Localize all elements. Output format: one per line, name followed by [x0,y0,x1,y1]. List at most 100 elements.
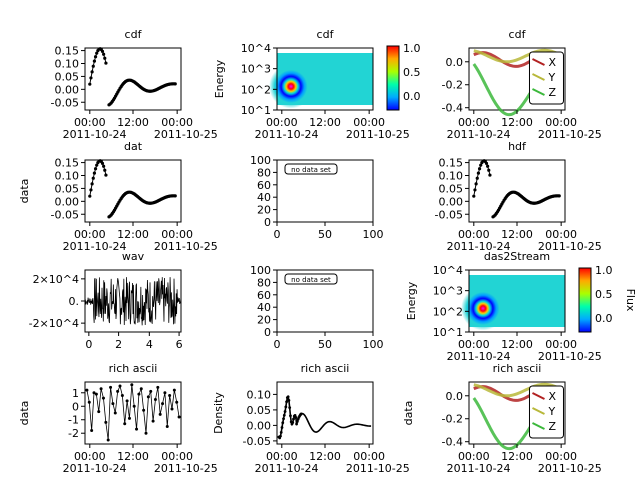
p10-point [168,393,172,397]
p10-point [135,427,139,431]
p3-xtick-label: 00:00 [545,116,577,129]
p7-ytick-label: -2×10^4 [29,317,79,330]
panel-p4: dat data 0.150.100.050.00-0.05 00:00 12:00 00… [18,140,218,253]
p11-point [288,406,292,410]
p1-point [100,49,105,53]
p10-series-line [86,384,180,441]
p7-xtick-label: 0 [85,338,92,351]
p4-ytick-label: -0.05 [51,208,79,221]
p8-xtick-label: 50 [318,338,332,351]
p10-point [149,389,153,393]
p10-xtick-label: 00:00 [161,450,193,463]
p11-point [282,417,285,421]
p9-date-label: 2011-10-25 [538,350,602,363]
p11-point [282,413,286,417]
p2-date-label: 2011-10-24 [255,128,319,141]
p6-ytick-label: 0.10 [439,170,464,183]
p4-point [88,194,92,198]
p2-date-label: 2011-10-25 [346,128,410,141]
p12-legend-label: X [548,390,556,403]
p7-ytick-label: 0. [69,295,80,308]
p8-ytick-label: 100 [250,264,271,277]
p2-colorbar [386,45,400,111]
p10-point [120,393,124,397]
p11-point [287,398,291,402]
p9-date-label: 2011-10-24 [447,350,511,363]
p10-ytick-label: 0 [72,400,79,413]
p1-point [89,76,93,80]
p3-ytick-label: -0.2 [442,79,463,92]
p11-point [295,422,298,426]
p3-legend-swatch [532,58,545,66]
p12-ytick-label: -0.2 [442,413,463,426]
p6-point [474,182,478,186]
p10-xtick-label: 12:00 [117,450,149,463]
p11-point [284,405,288,409]
p9-ytick-label: 10^2 [433,305,463,318]
p4-ytick-label: 0.05 [55,182,80,195]
p3-xtick-label: 12:00 [501,116,533,129]
p1-ytick-label: -0.05 [51,96,79,109]
p8-ytick-label: 40 [257,301,271,314]
p10-point [127,416,131,420]
p4-xtick-label: 00:00 [74,228,106,241]
p11-point [279,430,283,434]
p12-legend-swatch [532,407,545,415]
p12-legend-swatch [532,392,545,400]
p10-xtick-label: 00:00 [74,450,106,463]
p8-xtick-label: 0 [274,338,281,351]
p9-colorbar-label: Flux [624,289,637,312]
p4-point [93,167,98,171]
p10-date-label: 2011-10-25 [154,462,218,475]
p5-no-data-label: no data set [291,166,331,174]
p6-title: hdf [508,140,527,153]
p2-colorbar-tick: 0.0 [403,90,421,103]
p11-ylabel: Density [212,392,225,434]
p10-point [175,400,179,404]
p10-point [109,385,113,389]
p10-point [85,388,89,392]
p1-ytick-label: 0.00 [55,83,80,96]
p5-no-data-box [284,163,338,175]
p10-point [97,410,101,414]
p3-legend-swatch [532,88,545,96]
p8-no-data-label: no data set [291,276,331,284]
p12-title: rich ascii [493,362,542,375]
p2-ylabel: Energy [213,59,226,98]
p6-frame [468,159,566,223]
p11-point [291,421,295,424]
p3-series-y [473,48,558,64]
p10-point [94,392,98,396]
p5-ytick-label: 80 [257,166,271,179]
p10-point [125,399,129,403]
panel-p9: 1.0 0.5 0.0 Flux das2Stream Energy 10^4 10^3 10^… [405,250,637,363]
p4-ylabel: data [18,179,31,204]
p9-xtick-label: 12:00 [501,338,533,351]
p10-point [104,420,108,424]
p3-date-label: 2011-10-24 [447,128,511,141]
p1-point [102,52,106,56]
p4-date-label: 2011-10-25 [154,240,218,253]
p11-title: rich ascii [301,362,350,375]
p10-point [146,395,150,399]
p6-xtick-label: 00:00 [545,228,577,241]
p1-title: cdf [125,28,143,41]
p3-ytick-label: -0.4 [442,102,463,115]
p11-point [294,416,298,419]
p1-point [88,82,92,86]
p10-point [165,424,169,428]
p2-ytick-label: 10^1 [241,104,271,117]
p5-ytick-label: 0 [264,216,271,229]
p10-ylabel: data [18,401,31,426]
p1-ytick-label: 0.05 [55,70,80,83]
p7-title: wav [122,250,145,263]
p2-colorbar-tick: 1.0 [403,42,421,55]
p10-point [172,388,176,392]
p10-point [144,431,148,435]
p7-ytick-label: 2×10^4 [33,273,79,286]
p6-xtick-label: 12:00 [501,228,533,241]
p10-point [87,400,91,404]
